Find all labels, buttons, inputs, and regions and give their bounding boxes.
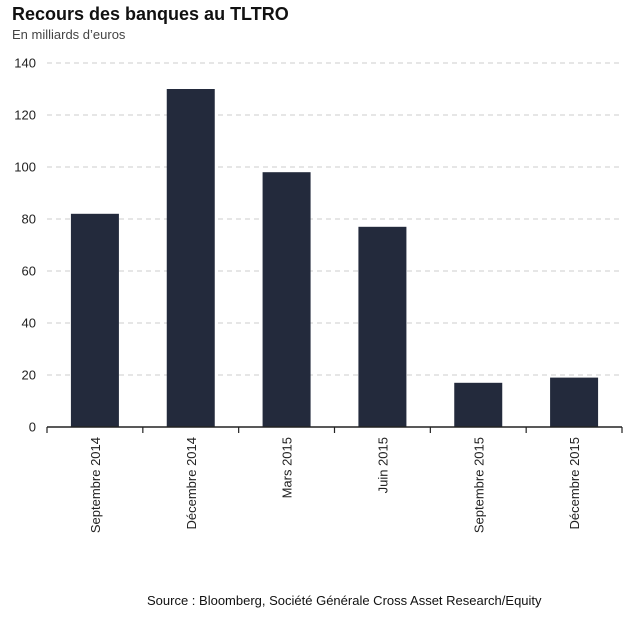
x-tick-label: Septembre 2015 (471, 437, 486, 533)
y-tick-label: 100 (14, 160, 36, 175)
bar (454, 382, 503, 427)
x-tick-label: Décembre 2014 (184, 437, 199, 530)
y-tick-label: 120 (14, 108, 36, 123)
bar (70, 213, 119, 427)
y-tick-label: 0 (29, 420, 36, 435)
y-axis-ticks: 0 20 40 60 80 100 120 140 (14, 56, 36, 435)
y-tick-label: 140 (14, 56, 36, 71)
y-tick-label: 80 (22, 212, 36, 227)
x-tick-label: Septembre 2014 (88, 437, 103, 533)
bar (166, 89, 215, 427)
bars (70, 89, 599, 427)
y-tick-label: 60 (22, 264, 36, 279)
x-axis-labels: Septembre 2014 Décembre 2014 Mars 2015 Juin… (88, 437, 582, 533)
x-tick-label: Décembre 2015 (567, 437, 582, 530)
bar (262, 172, 311, 427)
source-note: Source : Bloomberg, Société Générale Cro… (147, 593, 542, 608)
y-tick-label: 20 (22, 368, 36, 383)
bar (550, 377, 599, 427)
chart-subtitle: En milliards d’euros (12, 27, 126, 42)
x-tick-label: Mars 2015 (280, 437, 295, 498)
x-tick-label: Juin 2015 (375, 437, 390, 493)
gridlines (47, 62, 622, 376)
bar (358, 226, 407, 427)
chart-title: Recours des banques au TLTRO (12, 4, 289, 24)
y-tick-label: 40 (22, 316, 36, 331)
x-axis (46, 426, 623, 433)
bar-chart: 0 20 40 60 80 100 120 140 Septembre 2014 Décembr… (14, 56, 623, 533)
